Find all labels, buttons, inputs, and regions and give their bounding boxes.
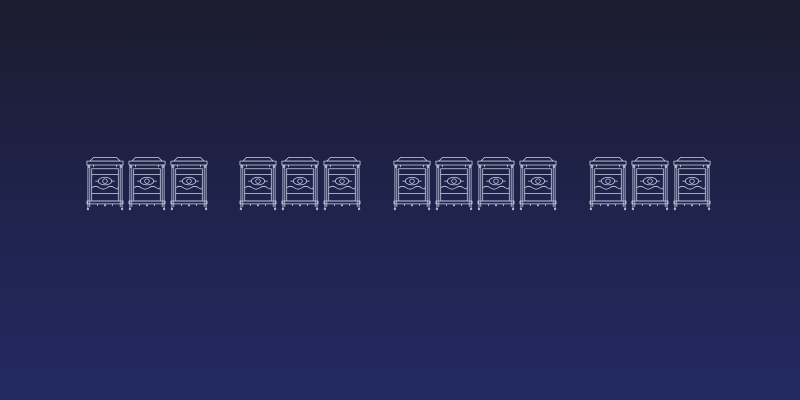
bed-icon: [435, 156, 473, 211]
bed-icon: [673, 156, 711, 211]
icon-group: [393, 156, 557, 211]
bed-icon: [323, 156, 361, 211]
icon-group: [589, 156, 711, 211]
bed-icon: [519, 156, 557, 211]
bed-icon: [170, 156, 208, 211]
bed-icon: [128, 156, 166, 211]
bed-icon: [239, 156, 277, 211]
bed-icon: [281, 156, 319, 211]
bed-icon: [393, 156, 431, 211]
bed-icon: [589, 156, 627, 211]
icon-group: [239, 156, 361, 211]
bed-icon: [86, 156, 124, 211]
bed-icon: [477, 156, 515, 211]
bed-icon: [631, 156, 669, 211]
icon-group: [86, 156, 208, 211]
